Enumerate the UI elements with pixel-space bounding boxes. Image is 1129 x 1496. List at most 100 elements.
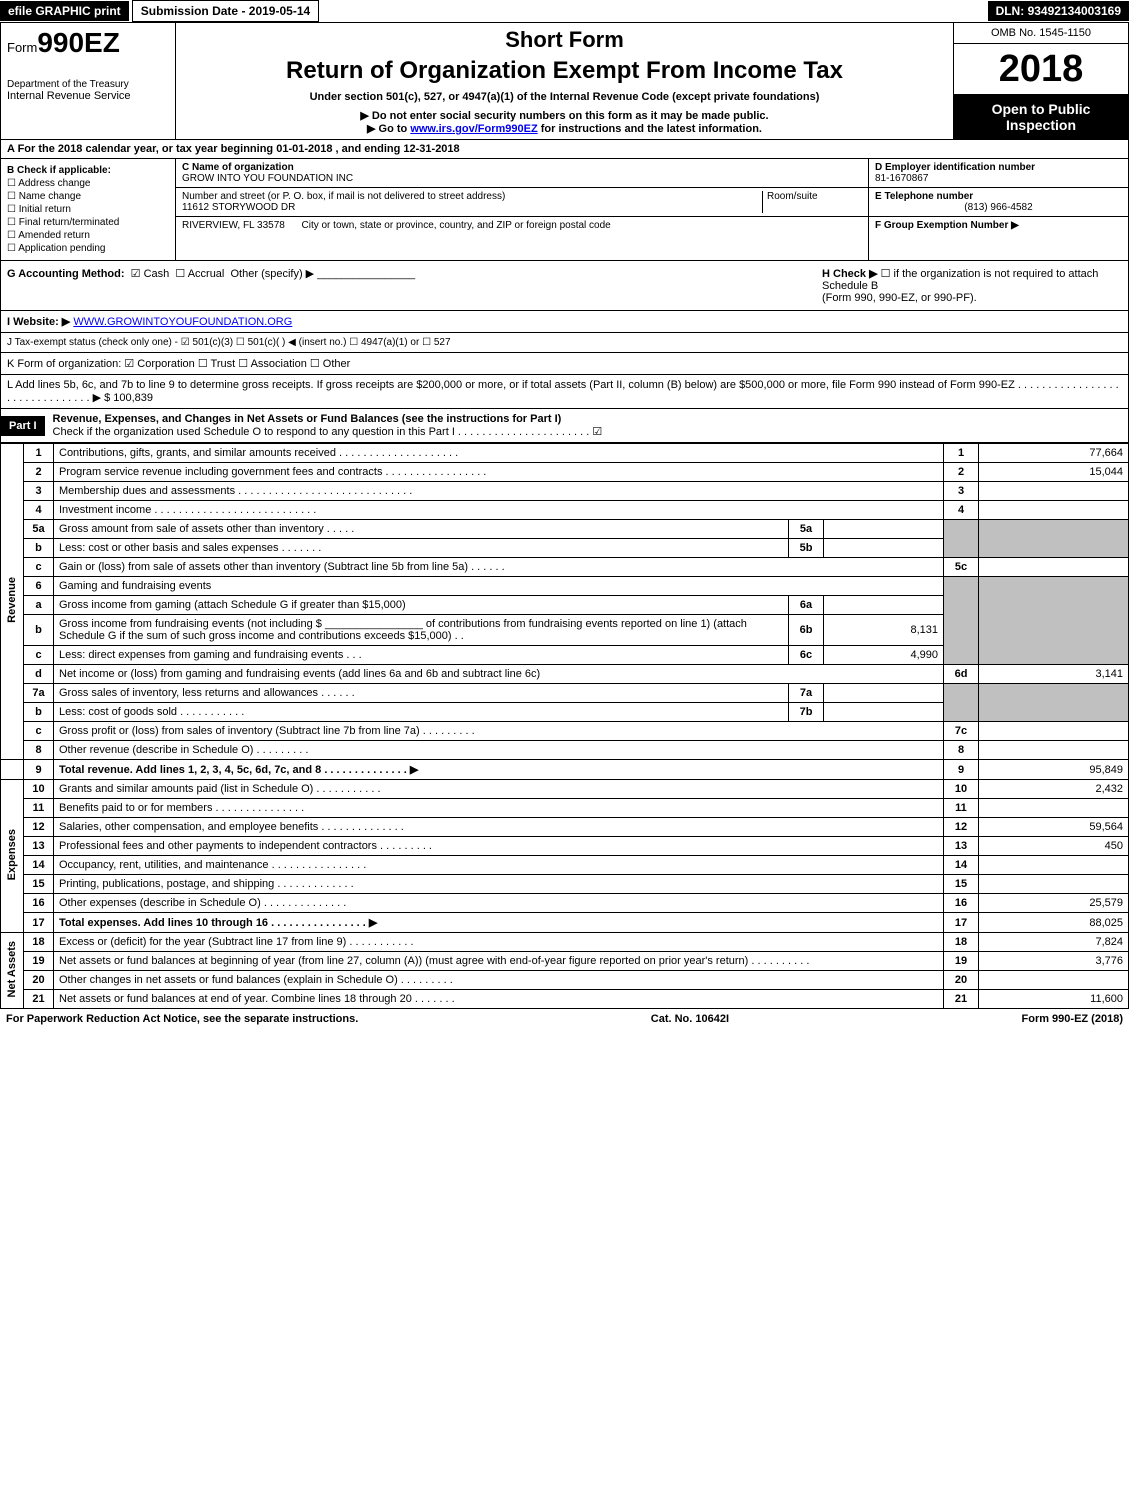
l16-desc: Other expenses (describe in Schedule O) … [54, 894, 944, 913]
org-name-row: C Name of organization GROW INTO YOU FOU… [176, 159, 868, 188]
l18-col: 18 [944, 933, 979, 952]
footer-left: For Paperwork Reduction Act Notice, see … [6, 1013, 358, 1025]
efile-button[interactable]: efile GRAPHIC print [0, 1, 129, 21]
l5c-col: 5c [944, 558, 979, 577]
l3-val [979, 482, 1129, 501]
l5c-num: c [24, 558, 54, 577]
l13-col: 13 [944, 837, 979, 856]
l6-shaded-col [944, 577, 979, 665]
l5b-subval [824, 539, 944, 558]
l10-desc: Grants and similar amounts paid (list in… [54, 780, 944, 799]
g-cash[interactable]: Cash [144, 268, 170, 280]
g-accrual[interactable]: Accrual [188, 268, 225, 280]
l5b-sub: 5b [789, 539, 824, 558]
l6a-sub: 6a [789, 596, 824, 615]
l16-val: 25,579 [979, 894, 1129, 913]
l6b-desc: Gross income from fundraising events (no… [54, 615, 789, 646]
checkbox-initial-return[interactable]: ☐ Initial return [7, 204, 169, 215]
dept-treasury: Department of the Treasury [7, 79, 169, 90]
addr-label: Number and street (or P. O. box, if mail… [182, 191, 762, 202]
checkbox-name-change[interactable]: ☐ Name change [7, 191, 169, 202]
header-left: Form990EZ Department of the Treasury Int… [1, 23, 176, 139]
section-g: G Accounting Method: ☑ Cash ☐ Accrual Ot… [7, 267, 415, 304]
final-return-label: Final return/terminated [19, 217, 120, 228]
l15-desc: Printing, publications, postage, and shi… [54, 875, 944, 894]
section-a-prefix: A For the 2018 calendar year, or tax yea… [7, 143, 276, 155]
part1-label: Part I [1, 416, 45, 436]
h-text2: (Form 990, 990-EZ, or 990-PF). [822, 292, 977, 304]
l1-num: 1 [24, 444, 54, 463]
l20-col: 20 [944, 971, 979, 990]
l6c-num: c [24, 646, 54, 665]
room-label: Room/suite [767, 191, 862, 202]
header-right: OMB No. 1545-1150 2018 Open to Public In… [953, 23, 1128, 139]
l19-num: 19 [24, 952, 54, 971]
l16-num: 16 [24, 894, 54, 913]
header-center: Short Form Return of Organization Exempt… [176, 23, 953, 139]
sub-date-value: 2019-05-14 [249, 4, 310, 18]
l2-col: 2 [944, 463, 979, 482]
l10-val: 2,432 [979, 780, 1129, 799]
g-label: G Accounting Method: [7, 268, 125, 280]
l21-val: 11,600 [979, 990, 1129, 1009]
form-number: 990EZ [37, 27, 120, 58]
city-value: RIVERVIEW, FL 33578 [182, 220, 285, 231]
section-b-label: B Check if applicable: [7, 165, 169, 176]
l16-col: 16 [944, 894, 979, 913]
sub-date-label: Submission Date - [141, 4, 249, 18]
l7-shaded-col [944, 684, 979, 722]
omb-number: OMB No. 1545-1150 [954, 23, 1128, 44]
top-left: efile GRAPHIC print Submission Date - 20… [0, 0, 319, 22]
section-e: E Telephone number (813) 966-4582 [869, 188, 1128, 217]
l6c-desc: Less: direct expenses from gaming and fu… [54, 646, 789, 665]
l6d-num: d [24, 665, 54, 684]
goto-link[interactable]: www.irs.gov/Form990EZ [410, 123, 537, 135]
l6b-subval: 8,131 [824, 615, 944, 646]
org-addr-row: Number and street (or P. O. box, if mail… [176, 188, 868, 217]
l6c-subval: 4,990 [824, 646, 944, 665]
l1-desc: Contributions, gifts, grants, and simila… [54, 444, 944, 463]
checkbox-address-change[interactable]: ☐ Address change [7, 178, 169, 189]
section-j: J Tax-exempt status (check only one) - ☑… [0, 333, 1129, 353]
l6a-num: a [24, 596, 54, 615]
l1-val: 77,664 [979, 444, 1129, 463]
section-f: F Group Exemption Number ▶ [869, 217, 1128, 260]
l13-num: 13 [24, 837, 54, 856]
phone-value: (813) 966-4582 [875, 202, 1122, 213]
l7c-col: 7c [944, 722, 979, 741]
org-city-row: RIVERVIEW, FL 33578 City or town, state … [176, 217, 868, 260]
l6b-num: b [24, 615, 54, 646]
l6-shaded-val [979, 577, 1129, 665]
l5a-num: 5a [24, 520, 54, 539]
website-link[interactable]: WWW.GROWINTOYOUFOUNDATION.ORG [73, 316, 292, 328]
checkbox-amended-return[interactable]: ☐ Amended return [7, 230, 169, 241]
l15-col: 15 [944, 875, 979, 894]
l21-desc: Net assets or fund balances at end of ye… [54, 990, 944, 1009]
footer: For Paperwork Reduction Act Notice, see … [0, 1009, 1129, 1029]
l7c-val [979, 722, 1129, 741]
l9-num: 9 [24, 760, 54, 780]
l12-desc: Salaries, other compensation, and employ… [54, 818, 944, 837]
netassets-side-label: Net Assets [1, 933, 24, 1009]
l5a-desc: Gross amount from sale of assets other t… [54, 520, 789, 539]
l7b-num: b [24, 703, 54, 722]
l17-desc: Total expenses. Add lines 10 through 16 … [54, 913, 944, 933]
part1-title: Revenue, Expenses, and Changes in Net As… [53, 413, 562, 425]
phone-label: E Telephone number [875, 191, 973, 202]
l5a-sub: 5a [789, 520, 824, 539]
l18-val: 7,824 [979, 933, 1129, 952]
l4-col: 4 [944, 501, 979, 520]
l14-desc: Occupancy, rent, utilities, and maintena… [54, 856, 944, 875]
l8-val [979, 741, 1129, 760]
goto-note: ▶ Go to www.irs.gov/Form990EZ for instru… [186, 122, 943, 135]
g-other[interactable]: Other (specify) ▶ [231, 268, 315, 280]
l-value: 100,839 [113, 392, 153, 404]
l5-shaded-col [944, 520, 979, 558]
l17-val: 88,025 [979, 913, 1129, 933]
l20-desc: Other changes in net assets or fund bala… [54, 971, 944, 990]
l18-desc: Excess or (deficit) for the year (Subtra… [54, 933, 944, 952]
l7-shaded-val [979, 684, 1129, 722]
checkbox-application-pending[interactable]: ☐ Application pending [7, 243, 169, 254]
l2-val: 15,044 [979, 463, 1129, 482]
checkbox-final-return[interactable]: ☐ Final return/terminated [7, 217, 169, 228]
